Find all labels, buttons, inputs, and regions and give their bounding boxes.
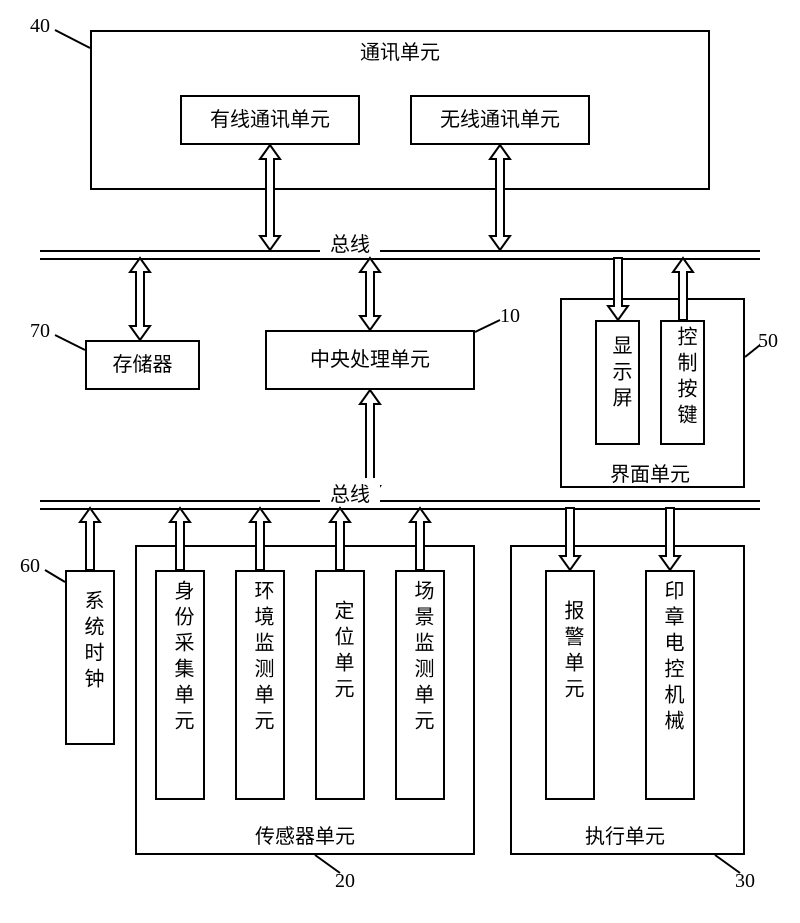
memory-label: 存储器 <box>113 354 173 376</box>
arrow-memory-bus <box>128 258 152 340</box>
arrow-cpu-bus1 <box>358 258 382 330</box>
ref-60: 60 <box>20 555 40 578</box>
arrow-ctrlkeys-up <box>671 258 695 320</box>
leader-30 <box>715 855 740 875</box>
wired-comm-box: 有线通讯单元 <box>180 95 360 145</box>
alarm-label: 报警单元 <box>558 600 587 704</box>
arrow-wireless-bus <box>488 145 512 250</box>
sensor-unit-label: 传感器单元 <box>235 820 375 849</box>
sys-clock-label: 系统时钟 <box>78 590 107 694</box>
diagram-canvas: 通讯单元 有线通讯单元 无线通讯单元 40 总线 存储器 70 中央处理单元 1… <box>0 0 800 923</box>
ctrl-keys-label: 控制按键 <box>671 326 700 430</box>
ref-40: 40 <box>30 15 50 38</box>
leader-60 <box>45 570 65 585</box>
display-label: 显示屏 <box>606 335 635 413</box>
leader-20 <box>315 855 340 875</box>
arrow-loc-up <box>328 508 352 570</box>
leader-50 <box>745 345 760 360</box>
arrow-env-up <box>248 508 272 570</box>
bus2-line1 <box>40 500 760 502</box>
ref-70: 70 <box>30 320 50 343</box>
wireless-comm-box: 无线通讯单元 <box>410 95 590 145</box>
ref-10: 10 <box>500 305 520 328</box>
interface-unit-label: 界面单元 <box>590 458 710 487</box>
bus2-label: 总线 <box>320 478 380 507</box>
id-collect-label: 身份采集单元 <box>168 580 197 736</box>
arrow-alarm-down <box>558 508 582 570</box>
scene-monitor-label: 场景监测单元 <box>408 580 437 736</box>
arrow-wired-bus <box>258 145 282 250</box>
wired-comm-label: 有线通讯单元 <box>210 109 330 131</box>
arrow-display-down <box>606 258 630 320</box>
leader-10 <box>475 320 500 335</box>
arrow-seal-down <box>658 508 682 570</box>
env-monitor-label: 环境监测单元 <box>248 580 277 736</box>
arrow-id-up <box>168 508 192 570</box>
memory-box: 存储器 <box>85 340 200 390</box>
wireless-comm-label: 无线通讯单元 <box>440 109 560 131</box>
arrow-sysclock-up <box>78 508 102 570</box>
exec-unit-label: 执行单元 <box>565 820 685 849</box>
location-label: 定位单元 <box>328 600 357 704</box>
seal-ctrl-label: 印章电控机械 <box>658 580 687 736</box>
bus1-label: 总线 <box>320 228 380 257</box>
leader-70 <box>55 335 85 355</box>
ref-50: 50 <box>758 330 778 353</box>
cpu-box: 中央处理单元 <box>265 330 475 390</box>
bus1-line1 <box>40 250 760 252</box>
leader-40 <box>55 30 90 55</box>
arrow-scene-up <box>408 508 432 570</box>
cpu-label: 中央处理单元 <box>310 349 430 371</box>
bus2-line2 <box>40 508 760 510</box>
comm-unit-label: 通讯单元 <box>310 36 490 65</box>
